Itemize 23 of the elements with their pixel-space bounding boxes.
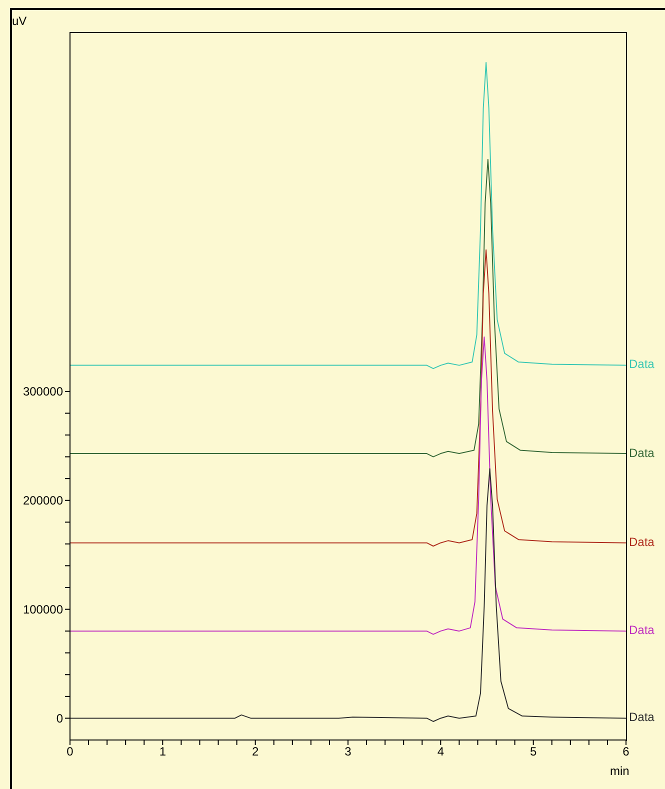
y-tick-label: 200000 (22, 494, 64, 508)
y-tick-label: 100000 (22, 602, 64, 617)
line-series (70, 468, 626, 722)
x-tick-label: 1 (159, 744, 166, 759)
line-series (70, 62, 626, 370)
series-label: Data (629, 623, 654, 638)
series-label: Data (629, 710, 654, 724)
x-tick-label: 3 (344, 744, 352, 759)
series-label: Data (629, 357, 654, 372)
x-tick-label: 4 (437, 744, 444, 759)
series-label: Data (629, 446, 654, 460)
y-tick-label: 0 (56, 711, 64, 726)
series-label: Data (629, 534, 654, 549)
line-series (70, 249, 626, 547)
y-tick-label: 300000 (22, 384, 64, 399)
x-tick-label: 6 (622, 744, 630, 759)
x-tick-label: 0 (66, 744, 74, 759)
x-tick-label: 2 (252, 744, 259, 759)
line-series (70, 158, 626, 458)
x-axis-title: min (610, 764, 630, 778)
x-tick-label: 5 (530, 744, 537, 759)
line-series (70, 336, 626, 635)
y-axis-title: uV (12, 14, 27, 28)
